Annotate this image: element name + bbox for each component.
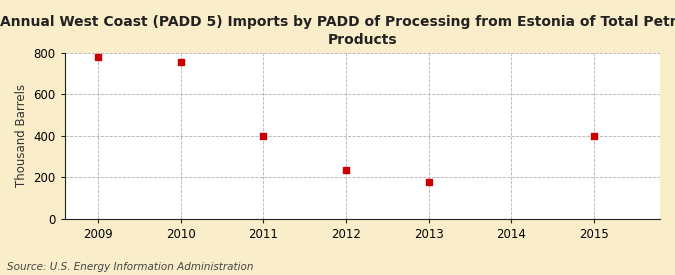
Point	[258, 134, 269, 139]
Y-axis label: Thousand Barrels: Thousand Barrels	[15, 84, 28, 187]
Point	[340, 167, 351, 172]
Point	[423, 180, 434, 184]
Point	[175, 60, 186, 64]
Title: Annual West Coast (PADD 5) Imports by PADD of Processing from Estonia of Total P: Annual West Coast (PADD 5) Imports by PA…	[0, 15, 675, 47]
Point	[589, 134, 599, 139]
Point	[92, 55, 103, 59]
Text: Source: U.S. Energy Information Administration: Source: U.S. Energy Information Administ…	[7, 262, 253, 272]
